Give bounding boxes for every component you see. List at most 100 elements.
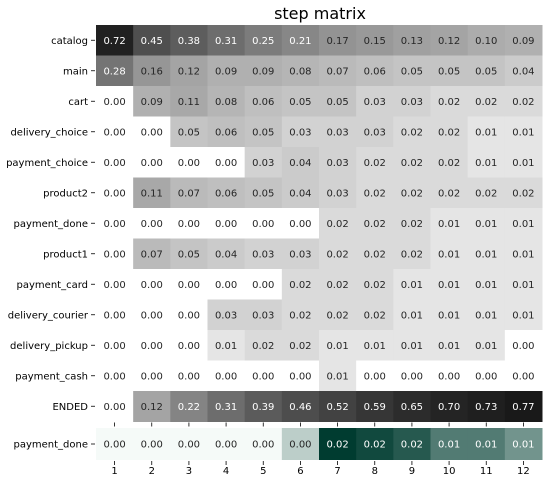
heatmap-cell <box>244 299 283 331</box>
heatmap-cell <box>356 391 394 422</box>
cell-value-label: 0.02 <box>364 158 386 169</box>
cell-value-label: 0.00 <box>512 341 534 352</box>
heatmap-cell <box>96 86 134 117</box>
cell-value-label: 0.02 <box>401 440 423 451</box>
cell-value-label: 0.03 <box>289 127 311 138</box>
cell-value-label: 0.00 <box>103 280 125 291</box>
heatmap-cell <box>244 269 283 300</box>
cell-value-label: 0.00 <box>178 310 200 321</box>
cell-value-label: 0.01 <box>475 341 497 352</box>
heatmap-cell <box>393 360 431 392</box>
cell-value-label: 0.01 <box>401 341 423 352</box>
heatmap-cell <box>281 330 320 361</box>
heatmap-cell <box>207 428 246 460</box>
cell-value-label: 0.52 <box>326 402 348 413</box>
cell-value-label: 0.00 <box>103 402 125 413</box>
cell-value-label: 0.01 <box>438 249 460 260</box>
heatmap-cell <box>467 86 506 117</box>
cell-value-label: 0.00 <box>103 440 125 451</box>
cell-value-label: 0.00 <box>252 440 274 451</box>
heatmap-cell <box>133 55 171 87</box>
row-label: delivery_choice <box>10 127 88 138</box>
heatmap-cell <box>467 391 506 422</box>
row-label: main <box>63 66 88 77</box>
cell-value-label: 0.02 <box>475 188 497 199</box>
cell-value-label: 0.09 <box>215 66 237 77</box>
cell-value-label: 0.00 <box>141 158 163 169</box>
heatmap-cell <box>96 208 134 239</box>
target-row-labels: payment_done <box>13 440 95 451</box>
cell-value-label: 0.01 <box>512 440 534 451</box>
cell-value-label: 0.02 <box>289 280 311 291</box>
cell-value-label: 0.04 <box>289 188 311 199</box>
heatmap-cell <box>356 86 394 117</box>
cell-value-label: 0.00 <box>178 219 200 230</box>
heatmap-cell <box>430 391 469 422</box>
heatmap-cell <box>133 269 171 300</box>
heatmap-cell <box>393 147 431 178</box>
heatmap-cell <box>170 55 208 87</box>
heatmap-cell <box>319 428 357 460</box>
cell-value-label: 0.01 <box>512 310 534 321</box>
cell-value-label: 0.02 <box>326 280 348 291</box>
heatmap-cell <box>430 147 469 178</box>
heatmap-cell <box>96 299 134 331</box>
heatmap-cell <box>467 55 506 87</box>
cell-value-label: 0.02 <box>364 440 386 451</box>
cell-value-label: 0.09 <box>252 66 274 77</box>
row-label: payment_done <box>13 440 88 451</box>
heatmap-cell <box>170 177 208 209</box>
heatmap-cell <box>170 428 208 460</box>
cell-value-label: 0.01 <box>326 371 348 382</box>
heatmap-cell <box>319 238 357 270</box>
x-tick-label: 10 <box>443 466 456 477</box>
cell-value-label: 0.08 <box>289 66 311 77</box>
heatmap-cell <box>319 299 357 331</box>
cell-value-label: 0.05 <box>252 188 274 199</box>
cell-value-label: 0.03 <box>252 158 274 169</box>
cell-value-label: 0.00 <box>103 341 125 352</box>
heatmap-cell <box>244 330 283 361</box>
x-tick-label: 2 <box>149 466 155 477</box>
heatmap-cell <box>393 208 431 239</box>
cell-value-label: 0.02 <box>364 188 386 199</box>
cell-value-label: 0.12 <box>141 402 163 413</box>
heatmap-cell <box>467 299 506 331</box>
cell-value-label: 0.02 <box>438 158 460 169</box>
heatmap-cell <box>281 208 320 239</box>
heatmap-cell <box>96 391 134 422</box>
cell-value-label: 0.01 <box>438 440 460 451</box>
heatmap-cell <box>170 391 208 422</box>
cell-value-label: 0.04 <box>289 158 311 169</box>
cell-value-label: 0.01 <box>475 219 497 230</box>
cell-value-label: 0.02 <box>401 127 423 138</box>
heatmap-cell <box>244 55 283 87</box>
heatmap-cell <box>467 25 506 56</box>
heatmap-cell <box>96 147 134 178</box>
heatmap-cell <box>281 55 320 87</box>
cell-value-label: 0.00 <box>215 158 237 169</box>
heatmap-cell <box>244 391 283 422</box>
heatmap-cell <box>319 116 357 148</box>
cell-value-label: 0.02 <box>364 310 386 321</box>
cell-value-label: 0.00 <box>103 97 125 108</box>
cell-value-label: 0.00 <box>141 341 163 352</box>
cell-value-label: 0.00 <box>215 440 237 451</box>
cell-value-label: 0.02 <box>438 188 460 199</box>
cell-value-label: 0.02 <box>289 341 311 352</box>
cell-value-label: 0.59 <box>364 402 386 413</box>
cell-value-label: 0.00 <box>289 371 311 382</box>
heatmap-cell <box>504 55 543 87</box>
heatmap-cell <box>281 238 320 270</box>
heatmap-cell <box>207 330 246 361</box>
heatmap-cell <box>96 25 134 56</box>
heatmap-cell <box>207 25 246 56</box>
heatmap-cell <box>170 116 208 148</box>
main-heatmap: 0.72 0.45 0.38 0.31 0.25 0.21 0.17 0.15 0.13 0.12… <box>96 25 543 422</box>
cell-value-label: 0.02 <box>326 219 348 230</box>
cell-value-label: 0.28 <box>103 66 125 77</box>
heatmap-cell <box>356 360 394 392</box>
cell-value-label: 0.46 <box>289 402 311 413</box>
heatmap-cell <box>504 147 543 178</box>
heatmap-cell <box>133 330 171 361</box>
